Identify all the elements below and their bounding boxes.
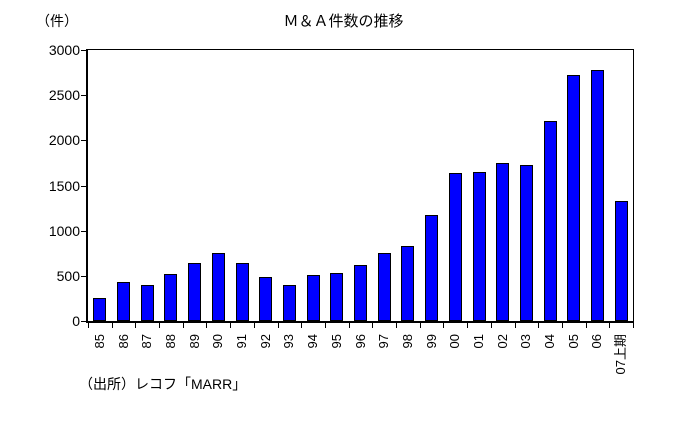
x-axis-tick [633, 323, 634, 328]
bar [425, 215, 439, 321]
x-axis-label: 03 [518, 334, 533, 349]
x-axis-tick [372, 323, 373, 328]
bar [211, 253, 225, 321]
x-axis-label: 02 [495, 334, 510, 349]
bar [377, 253, 391, 321]
x-axis-tick [609, 323, 610, 328]
x-axis-label: 91 [234, 334, 249, 349]
x-axis-tick [278, 323, 279, 328]
x-axis-label: 87 [139, 334, 154, 349]
y-axis-label: 500 [56, 268, 80, 284]
x-axis-label: 98 [400, 334, 415, 349]
x-axis-tick [586, 323, 587, 328]
y-axis-label: 1000 [48, 223, 80, 239]
y-axis-tick [81, 231, 86, 232]
x-axis-label: 95 [329, 334, 344, 349]
x-axis-label: 93 [281, 334, 296, 349]
bar [306, 275, 320, 321]
x-axis-label: 85 [92, 334, 107, 349]
x-axis-label: 07上期 [613, 334, 628, 375]
bar [117, 282, 130, 321]
x-axis-tick [112, 323, 113, 328]
bar [543, 121, 557, 321]
x-axis-label: 88 [163, 334, 178, 349]
bar [448, 173, 462, 321]
x-axis-tick [396, 323, 397, 328]
bar [93, 298, 107, 321]
bar [519, 165, 533, 321]
x-axis-tick [325, 323, 326, 328]
bar [591, 70, 604, 321]
x-axis-tick [443, 323, 444, 328]
x-axis-label: 89 [187, 334, 202, 349]
x-axis-label: 06 [589, 334, 604, 349]
y-axis-label: 2500 [48, 87, 80, 103]
bar [164, 274, 178, 321]
x-axis-label: 01 [471, 334, 486, 349]
chart-title: Ｍ＆Ａ件数の推移 [283, 13, 404, 30]
bar [282, 285, 296, 321]
x-axis-label: 05 [566, 334, 581, 349]
y-axis-tick [81, 140, 86, 141]
x-axis-tick [206, 323, 207, 328]
x-axis-label: 96 [353, 334, 368, 349]
x-axis-tick [183, 323, 184, 328]
x-axis-label: 92 [258, 334, 273, 349]
x-axis-tick [562, 323, 563, 328]
y-axis-label: 1500 [48, 178, 80, 194]
y-axis-label: 2000 [48, 132, 80, 148]
bar [614, 201, 628, 321]
x-axis-tick [301, 323, 302, 328]
x-axis-tick [491, 323, 492, 328]
x-axis-tick [88, 323, 89, 328]
x-axis-label: 94 [305, 334, 320, 349]
y-axis-label: 0 [72, 313, 80, 329]
y-axis-tick [81, 321, 86, 322]
bar [401, 246, 415, 321]
x-axis-label: 90 [210, 334, 225, 349]
y-axis-label: 3000 [48, 42, 80, 58]
bar [472, 172, 486, 321]
bar [235, 263, 249, 321]
x-axis-tick [254, 323, 255, 328]
x-axis-label: 86 [116, 334, 131, 349]
bar [496, 163, 510, 321]
bar [330, 273, 344, 321]
x-axis-label: 99 [424, 334, 439, 349]
x-axis-tick [515, 323, 516, 328]
bar [259, 277, 273, 321]
bar [140, 285, 154, 321]
y-axis-tick [81, 186, 86, 187]
x-axis-tick [349, 323, 350, 328]
x-axis-tick [135, 323, 136, 328]
x-axis-tick [467, 323, 468, 328]
x-axis-tick [420, 323, 421, 328]
bar [354, 265, 367, 321]
y-axis-unit-label: （件） [36, 13, 78, 29]
x-axis-tick [538, 323, 539, 328]
source-note: （出所）レコフ「MARR」 [79, 376, 247, 392]
x-axis-label: 00 [447, 334, 462, 349]
y-axis-tick [81, 276, 86, 277]
y-axis-tick [81, 50, 86, 51]
bar [188, 263, 202, 321]
x-axis-tick [159, 323, 160, 328]
y-axis-tick [81, 95, 86, 96]
bar [567, 75, 581, 321]
x-axis-tick [230, 323, 231, 328]
plot-area [86, 49, 634, 323]
x-axis-label: 97 [376, 334, 391, 349]
x-axis-label: 04 [542, 334, 557, 349]
